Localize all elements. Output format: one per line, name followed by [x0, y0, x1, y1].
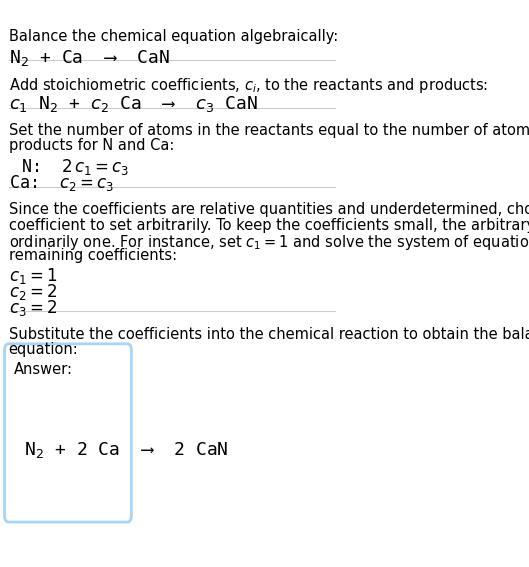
Text: Answer:: Answer:	[14, 362, 73, 376]
Text: $c_2 = 2$: $c_2 = 2$	[8, 282, 57, 302]
Text: N$_2$ + Ca  ⟶  CaN: N$_2$ + Ca ⟶ CaN	[8, 48, 170, 67]
Text: Since the coefficients are relative quantities and underdetermined, choose a: Since the coefficients are relative quan…	[8, 202, 529, 218]
Text: Substitute the coefficients into the chemical reaction to obtain the balanced: Substitute the coefficients into the che…	[8, 327, 529, 342]
Text: coefficient to set arbitrarily. To keep the coefficients small, the arbitrary va: coefficient to set arbitrarily. To keep …	[8, 218, 529, 232]
Text: N:  $2\,c_1 = c_3$: N: $2\,c_1 = c_3$	[11, 156, 129, 177]
Text: Add stoichiometric coefficients, $c_i$, to the reactants and products:: Add stoichiometric coefficients, $c_i$, …	[8, 75, 488, 95]
Text: Balance the chemical equation algebraically:: Balance the chemical equation algebraica…	[8, 29, 338, 44]
Text: N$_2$ + 2 Ca  ⟶  2 CaN: N$_2$ + 2 Ca ⟶ 2 CaN	[24, 440, 229, 460]
Text: $c_1$ N$_2$ + $c_2$ Ca  ⟶  $c_3$ CaN: $c_1$ N$_2$ + $c_2$ Ca ⟶ $c_3$ CaN	[8, 94, 258, 113]
Text: Ca:  $c_2 = c_3$: Ca: $c_2 = c_3$	[8, 173, 114, 193]
Text: Set the number of atoms in the reactants equal to the number of atoms in the: Set the number of atoms in the reactants…	[8, 123, 529, 138]
Text: ordinarily one. For instance, set $c_1 = 1$ and solve the system of equations fo: ordinarily one. For instance, set $c_1 =…	[8, 232, 529, 252]
FancyBboxPatch shape	[5, 344, 131, 522]
Text: products for N and Ca:: products for N and Ca:	[8, 138, 174, 153]
Text: equation:: equation:	[8, 342, 78, 357]
Text: $c_1 = 1$: $c_1 = 1$	[8, 265, 57, 286]
Text: remaining coefficients:: remaining coefficients:	[8, 248, 177, 263]
Text: $c_3 = 2$: $c_3 = 2$	[8, 298, 57, 318]
